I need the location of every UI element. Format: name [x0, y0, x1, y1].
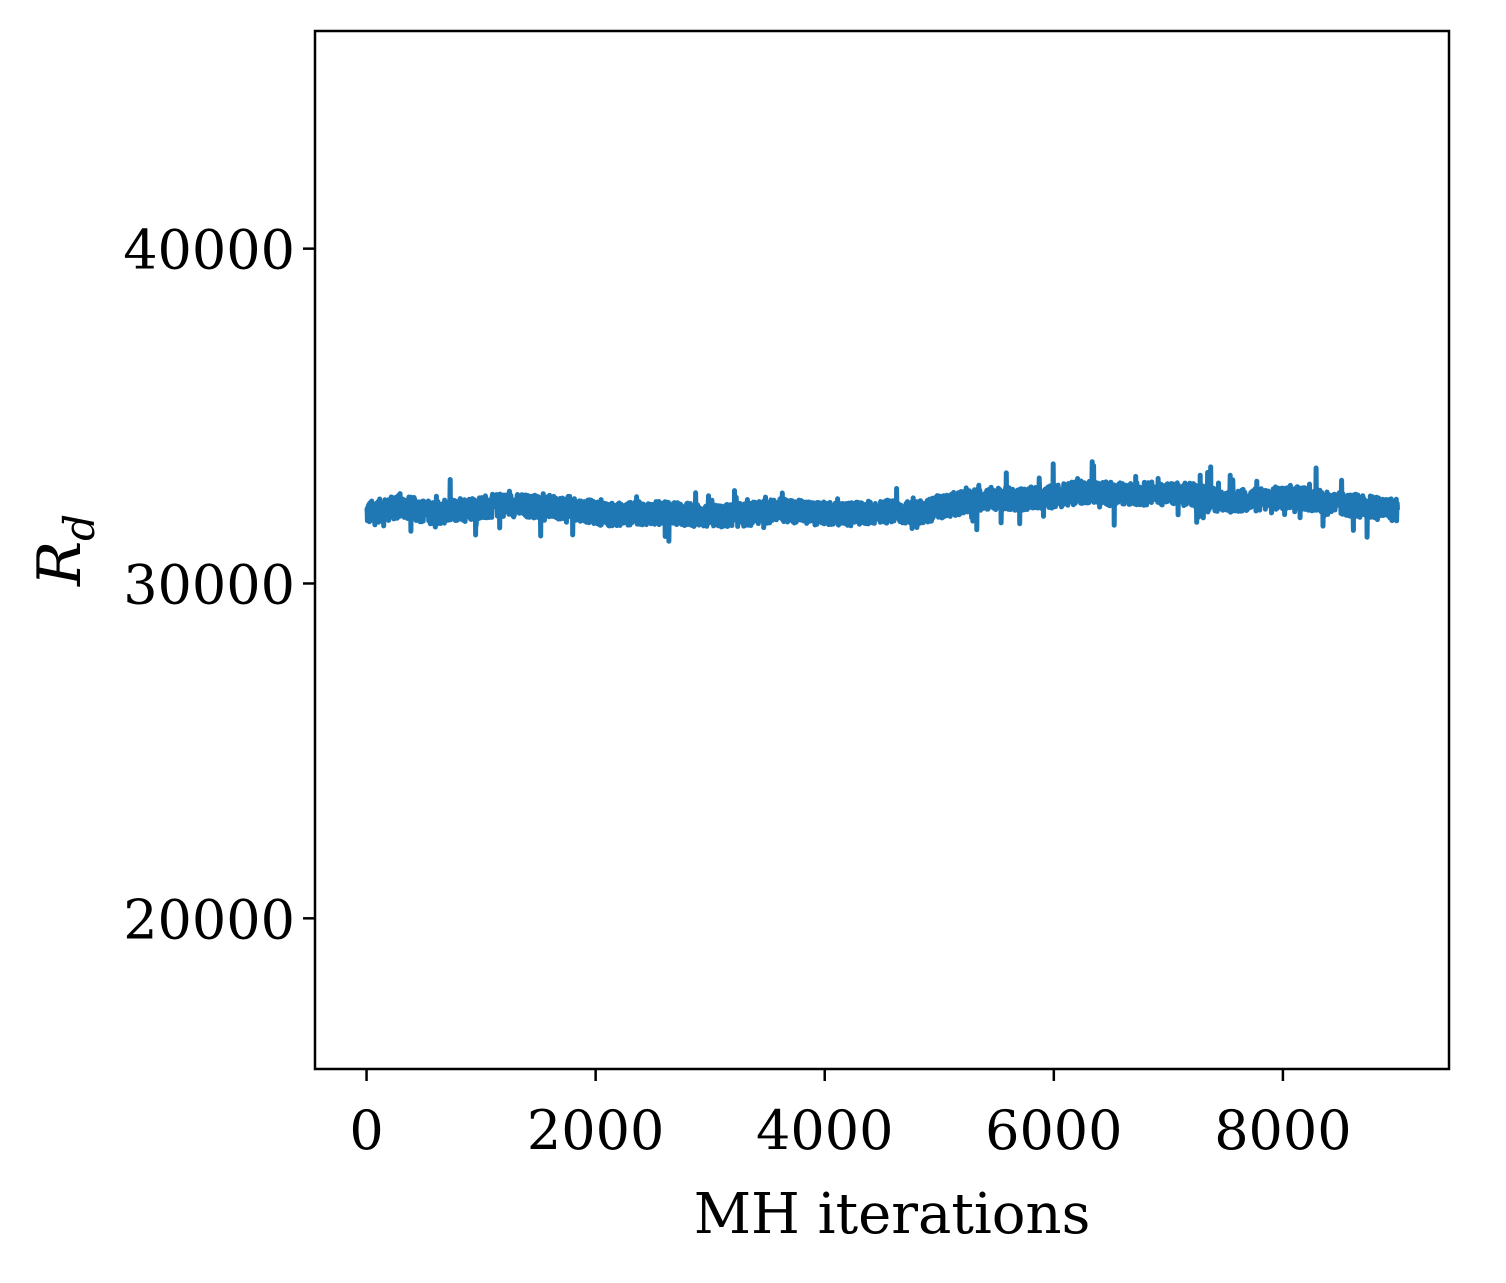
y-axis-label-subscript: d	[55, 514, 104, 541]
y-axis-label: Rd	[25, 514, 104, 587]
plot-frame	[313, 29, 1451, 1071]
y-tick-label: 40000	[123, 219, 295, 282]
x-tick-label: 6000	[985, 1099, 1122, 1162]
x-tick-label: 8000	[1214, 1099, 1351, 1162]
y-tick-label: 30000	[123, 553, 295, 616]
y-axis: 20000 30000 40000	[123, 219, 315, 951]
y-tick-label: 20000	[123, 888, 295, 951]
y-axis-label-main: R	[25, 541, 95, 587]
series-layer	[364, 459, 1400, 544]
x-axis: 0 2000 4000 6000 8000	[349, 1069, 1352, 1162]
x-tick-label: 0	[349, 1099, 383, 1162]
x-tick-label: 2000	[527, 1099, 664, 1162]
x-axis-label: MH iterations	[694, 1182, 1091, 1247]
x-tick-label: 4000	[756, 1099, 893, 1162]
series-line	[364, 459, 1400, 544]
